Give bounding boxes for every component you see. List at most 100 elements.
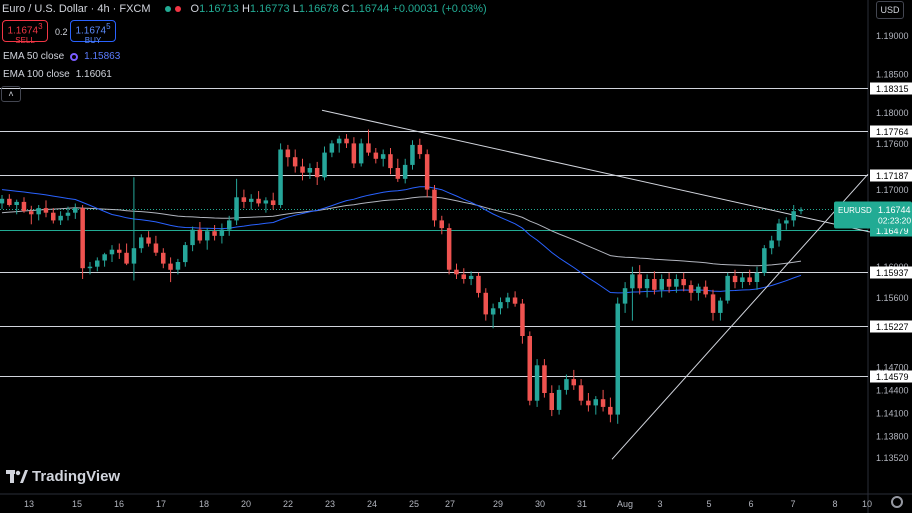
x-tick-label: 27 xyxy=(445,499,455,509)
candle-body xyxy=(278,149,283,205)
candle-body xyxy=(600,399,606,407)
candle-body xyxy=(380,154,386,159)
candle-body xyxy=(65,212,71,216)
candle-body xyxy=(234,197,239,221)
candle-body xyxy=(43,208,49,213)
candle-body xyxy=(263,200,269,204)
x-tick-label: 15 xyxy=(72,499,82,509)
low-value: 1.16678 xyxy=(298,3,339,15)
candle-body xyxy=(498,302,503,309)
green-level-label: 1.16479 xyxy=(876,226,909,236)
candle-body xyxy=(336,138,342,144)
low-prefix: L xyxy=(292,3,299,15)
close-value: 1.16744 xyxy=(349,3,390,15)
candle-body xyxy=(520,303,525,336)
candle-body xyxy=(593,399,598,406)
candle-body xyxy=(102,254,107,261)
candle-body xyxy=(424,154,430,190)
collapse-legend-button[interactable]: ˄ xyxy=(1,86,21,102)
sell-price: 1.1674 xyxy=(7,25,39,37)
last-price-label: 1.16744 xyxy=(878,205,911,215)
candle-body xyxy=(314,168,320,178)
candle-body xyxy=(36,208,41,215)
x-tick-label: Aug xyxy=(617,499,633,509)
x-tick-label: 3 xyxy=(657,499,662,509)
candle-body xyxy=(117,249,122,253)
candle-body xyxy=(542,365,547,393)
tradingview-logo: TradingView xyxy=(6,468,120,485)
candle-body xyxy=(146,237,151,244)
candle-body xyxy=(285,149,291,158)
sr-level-label: 1.18315 xyxy=(876,84,909,94)
symbol-tag-label: EURUSD xyxy=(838,206,872,215)
sr-level-tag xyxy=(870,125,912,138)
ema50-legend[interactable]: EMA 50 close 1.15863 xyxy=(3,51,120,62)
symbol-title[interactable]: Euro / U.S. Dollar · 4h · FXCM xyxy=(2,3,151,15)
candle-body xyxy=(644,279,650,289)
candle-body xyxy=(615,303,620,415)
candle-body xyxy=(681,279,686,286)
uptrend-line[interactable] xyxy=(611,173,869,460)
status-dots xyxy=(164,6,181,12)
currency-button[interactable]: USD xyxy=(876,1,904,19)
candle-body xyxy=(197,229,203,241)
candle-body xyxy=(432,189,437,221)
ohlc-values: O1.16713 H1.16773 L1.16678 C1.16744 +0.0… xyxy=(191,3,487,15)
candle-body xyxy=(80,208,85,269)
candle-body xyxy=(183,245,188,263)
loading-icon xyxy=(70,53,79,61)
ema50-label: EMA 50 close xyxy=(3,51,65,62)
candle-body xyxy=(534,365,540,401)
x-tick-label: 22 xyxy=(283,499,293,509)
candle-body xyxy=(73,208,78,213)
candle-body xyxy=(776,223,782,241)
x-tick-label: 6 xyxy=(748,499,753,509)
buy-price-sup: 5 xyxy=(106,22,111,31)
candle-body xyxy=(322,152,327,178)
data-delay-icon xyxy=(174,6,181,12)
candle-body xyxy=(410,144,415,165)
x-tick-label: 23 xyxy=(325,499,335,509)
candle-body xyxy=(637,274,642,289)
x-tick-label: 13 xyxy=(24,499,34,509)
candle-body xyxy=(307,168,313,173)
candle-body xyxy=(270,200,276,205)
candle-body xyxy=(190,229,195,246)
downtrend-line[interactable] xyxy=(321,109,871,233)
chart-header: Euro / U.S. Dollar · 4h · FXCM O1.16713 … xyxy=(0,0,487,18)
candle-body xyxy=(175,262,181,270)
sr-level-label: 1.17764 xyxy=(876,127,909,137)
candle-body xyxy=(95,260,100,267)
candle-body xyxy=(688,285,694,293)
candle-body xyxy=(622,288,628,304)
buy-price: 1.1674 xyxy=(75,25,107,37)
candle-body xyxy=(402,164,408,179)
candle-body xyxy=(292,157,298,167)
settings-icon[interactable] xyxy=(891,496,903,508)
candle-body xyxy=(527,336,532,401)
candle-body xyxy=(696,286,701,293)
x-tick-label: 16 xyxy=(114,499,124,509)
sr-level-label: 1.17187 xyxy=(876,171,909,181)
x-tick-label: 29 xyxy=(493,499,503,509)
sr-level-tag xyxy=(870,82,912,95)
high-value: 1.16773 xyxy=(249,3,290,15)
candle-body xyxy=(740,277,745,282)
market-open-icon xyxy=(164,6,171,12)
candle-body xyxy=(395,168,401,179)
ema100-legend[interactable]: EMA 100 close 1.16061 xyxy=(3,69,112,80)
y-tick-label: 1.13520 xyxy=(876,453,909,463)
candle-body xyxy=(300,166,305,173)
candle-body xyxy=(344,138,349,144)
candle-body xyxy=(366,143,371,153)
buy-button[interactable]: 1.16745 BUY xyxy=(70,20,116,46)
y-tick-label: 1.17600 xyxy=(876,139,909,149)
candle-body xyxy=(556,389,562,410)
candle-body xyxy=(674,279,679,287)
candle-body xyxy=(476,275,481,293)
candle-body xyxy=(256,198,261,204)
buy-label: BUY xyxy=(84,36,102,46)
x-tick-label: 10 xyxy=(862,499,872,509)
sell-button[interactable]: 1.16743 SELL xyxy=(2,20,48,45)
